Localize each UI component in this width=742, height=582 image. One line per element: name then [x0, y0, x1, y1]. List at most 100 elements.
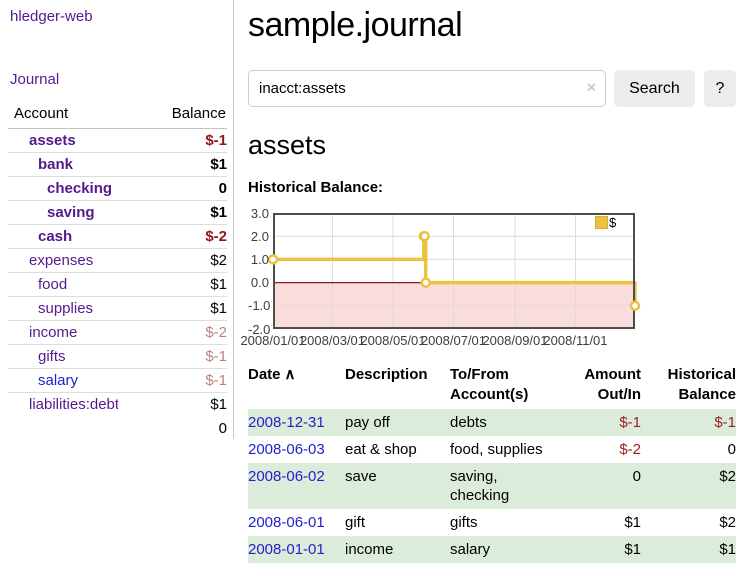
register-cell-accounts: debts: [450, 414, 487, 431]
transaction-date-link[interactable]: 2008-06-01: [248, 514, 325, 531]
account-row: saving $1: [8, 200, 227, 225]
account-row: assets $-1: [8, 129, 227, 153]
register-cell-balance: $2: [719, 468, 736, 485]
search-input[interactable]: [248, 70, 607, 107]
account-cell: checking: [8, 176, 118, 201]
register-cell-accounts: saving, checking: [450, 468, 510, 504]
register-cell-amount: $1: [624, 514, 641, 531]
account-link-expenses[interactable]: expenses: [29, 252, 94, 269]
account-balance: $1: [117, 272, 227, 297]
account-row: bank $1: [8, 152, 227, 177]
register-cell-description: gift: [345, 514, 366, 531]
sidebar-item-journal[interactable]: Journal: [10, 71, 60, 88]
accounts-total-row: 0: [8, 416, 227, 440]
clear-search-icon[interactable]: ×: [586, 79, 597, 97]
register-cell-balance: $2: [719, 514, 736, 531]
account-row: gifts $-1: [8, 344, 227, 369]
account-cell: expenses: [8, 248, 118, 273]
main-content: sample.journal × Search ? assets Histori…: [234, 0, 742, 563]
account-cell: salary: [8, 368, 118, 393]
transaction-date-link[interactable]: 2008-06-02: [248, 468, 325, 485]
data-point-marker: [267, 254, 279, 265]
accounts-table: Account Balance assets $-1 bank $1 checking 0…: [8, 103, 227, 440]
account-cell: food: [8, 272, 118, 297]
account-link-checking[interactable]: checking: [47, 180, 113, 197]
register-cell-balance: 0: [727, 441, 736, 458]
account-balance: $2: [117, 248, 227, 273]
account-cell: liabilities:debts: [8, 392, 118, 416]
register-cell-accounts: food, supplies: [450, 441, 543, 458]
accounts-header-row: Account Balance: [8, 103, 227, 129]
historical-balance-chart: 3.0 2.0 1.0 0.0 -1.0 -2.0 2008/01/01 2008/03/01…: [240, 205, 668, 351]
register-cell-description: save: [345, 468, 377, 485]
account-link-food[interactable]: food: [38, 276, 68, 293]
y-axis-tick-label: 1.0: [250, 251, 269, 267]
account-link-cash[interactable]: cash: [38, 228, 73, 245]
transaction-date-link[interactable]: 2008-06-03: [248, 441, 325, 458]
register-row[interactable]: 2008-06-01 gift gifts $1 $2: [248, 509, 736, 536]
data-point-marker: [629, 300, 641, 312]
account-link-supplies[interactable]: supplies: [38, 300, 94, 317]
account-row: liabilities:debts $1: [8, 392, 227, 416]
account-row: checking 0: [8, 176, 227, 201]
account-row: food $1: [8, 272, 227, 297]
account-cell: saving: [8, 200, 118, 225]
account-cell: supplies: [8, 296, 118, 321]
account-balance: $-1: [117, 344, 227, 369]
account-balance: $1: [117, 296, 227, 321]
register-table: Date ∧ Description To/From Account(s) Amo…: [248, 363, 736, 563]
legend-swatch-icon: [595, 216, 608, 229]
register-header-accounts[interactable]: To/From Account(s): [450, 366, 529, 403]
x-axis-tick-label: 2008/11/01: [543, 333, 608, 348]
account-cell: bank: [8, 152, 118, 177]
accounts-header-account: Account: [8, 103, 118, 129]
account-link-liabilities-debts[interactable]: liabilities:debts: [29, 396, 118, 413]
y-axis-tick-label: -2.0: [248, 321, 271, 337]
search-button[interactable]: Search: [614, 70, 695, 107]
app-brand-link[interactable]: hledger-web: [10, 8, 93, 25]
register-cell-date: 2008-06-01: [248, 509, 345, 536]
chart-border: [273, 213, 635, 329]
account-cell: assets: [8, 129, 118, 153]
register-row[interactable]: 2008-01-01 income salary $1 $1: [248, 536, 736, 563]
accounts-header-balance: Balance: [117, 103, 227, 129]
register-cell-amount: $-1: [619, 414, 641, 431]
accounts-total-spacer: [8, 416, 118, 440]
account-link-gifts[interactable]: gifts: [38, 348, 66, 365]
account-row: salary $-1: [8, 368, 227, 393]
account-balance: $1: [117, 392, 227, 416]
account-link-bank[interactable]: bank: [38, 156, 74, 173]
help-button[interactable]: ?: [703, 70, 736, 107]
register-row[interactable]: 2008-06-03 eat & shop food, supplies $-2 0: [248, 436, 736, 463]
register-cell-accounts: gifts: [450, 514, 478, 531]
register-cell-balance: $1: [719, 541, 736, 558]
account-link-saving[interactable]: saving: [47, 204, 95, 221]
y-axis-tick-label: -1.0: [248, 298, 271, 314]
account-balance: 0: [117, 176, 227, 201]
account-row: expenses $2: [8, 248, 227, 273]
register-header-amount[interactable]: Amount Out/In: [584, 366, 641, 403]
register-row[interactable]: 2008-06-02 save saving, checking 0 $2: [248, 463, 736, 509]
account-link-assets[interactable]: assets: [29, 132, 76, 149]
y-axis-tick-label: 3.0: [250, 205, 269, 221]
account-link-income[interactable]: income: [29, 324, 78, 341]
account-link-salary[interactable]: salary: [38, 372, 79, 389]
transaction-date-link[interactable]: 2008-12-31: [248, 414, 325, 431]
register-cell-description: income: [345, 541, 394, 558]
register-cell-amount: 0: [632, 468, 641, 485]
y-axis-tick-label: 2.0: [250, 228, 269, 244]
register-header-row: Date ∧ Description To/From Account(s) Amo…: [248, 363, 736, 409]
chart-legend: $: [595, 215, 616, 230]
register-header-balance[interactable]: Historical Balance: [667, 366, 736, 403]
transaction-date-link[interactable]: 2008-01-01: [248, 541, 325, 558]
y-axis-tick-label: 0.0: [250, 275, 269, 291]
x-axis-tick-label: 2008/03/01: [299, 333, 366, 348]
register-row[interactable]: 2008-12-31 pay off debts $-1 $-1: [248, 409, 736, 436]
register-cell-date: 2008-01-01: [248, 536, 345, 563]
sort-ascending-icon: ∧: [284, 366, 296, 383]
register-header-date[interactable]: Date ∧: [248, 366, 296, 383]
register-header-description[interactable]: Description: [345, 366, 428, 383]
account-balance: $1: [117, 200, 227, 225]
account-cell: cash: [8, 224, 118, 249]
x-axis-tick-label: 2008/09/01: [482, 333, 548, 348]
